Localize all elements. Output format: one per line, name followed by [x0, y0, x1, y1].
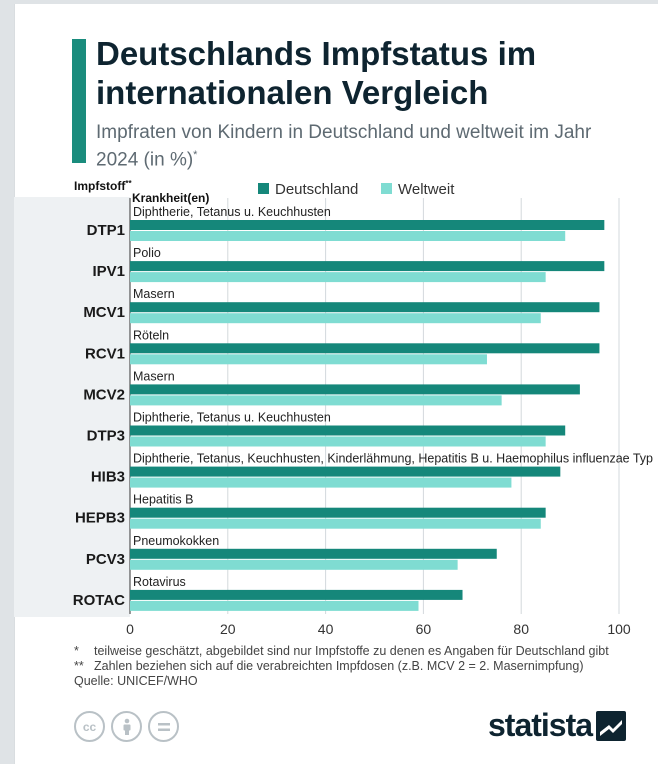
disease-label-9: Rotavirus [133, 575, 186, 589]
bar-deutschland-dtp1 [130, 220, 605, 230]
nd-equals-icon[interactable] [148, 711, 179, 742]
krankheit-header: Krankheit(en) [132, 191, 209, 205]
disease-label-3: Röteln [133, 328, 169, 342]
bar-deutschland-dtp3 [130, 425, 566, 436]
license-icons: cc [74, 711, 179, 742]
category-label-5: DTP3 [87, 428, 125, 445]
x-axis-ticks: 0 20 40 60 80 100 [126, 621, 631, 637]
bar-weltweit-dtp3 [130, 436, 546, 447]
bar-deutschland-mcv2 [130, 384, 580, 395]
category-label-4: MCV2 [83, 386, 125, 403]
impfstoff-header-text: Impfstoff [74, 179, 126, 193]
bar-weltweit-rcv1 [130, 354, 487, 365]
bar-weltweit-rotac [130, 600, 419, 611]
legend-swatch-1 [381, 183, 392, 194]
statista-logo[interactable]: statista [488, 707, 627, 744]
chart-rows: Diphtherie, Tetanus u. Keuchhusten DTP1 Po… [73, 205, 653, 611]
source-note: Quelle: UNICEF/WHO [74, 674, 198, 688]
disease-label-2: Masern [133, 287, 175, 301]
statista-mark-icon [596, 710, 627, 741]
category-label-8: PCV3 [86, 551, 125, 568]
impfstoff-header-mark: ** [125, 179, 132, 188]
bar-weltweit-ipv1 [130, 272, 546, 283]
category-label-3: RCV1 [85, 345, 125, 362]
x-tick-label-1: 20 [220, 621, 236, 637]
bar-weltweit-mcv2 [130, 395, 502, 406]
bar-deutschland-hepb3 [130, 507, 546, 518]
chart-subtitle: Impfraten von Kindern in Deutschland und… [96, 121, 636, 171]
chart-row-ipv1: Polio IPV1 [92, 246, 605, 283]
footnote-2-text: Zahlen beziehen sich auf die verabreicht… [94, 659, 584, 673]
cc-icon[interactable]: cc [74, 711, 105, 742]
chart-row-mcv2: Masern MCV2 [83, 369, 580, 406]
footnote-2-mark: ** [74, 659, 84, 673]
bar-weltweit-pcv3 [130, 559, 458, 570]
x-tick-label-0: 0 [126, 621, 134, 637]
category-label-0: DTP1 [87, 222, 125, 239]
footnote-2: ** Zahlen beziehen sich auf die verabreic… [74, 659, 654, 674]
chart-row-pcv3: Pneumokokken PCV3 [86, 534, 497, 570]
bar-deutschland-ipv1 [130, 261, 605, 272]
disease-label-1: Polio [133, 246, 161, 260]
by-person-icon[interactable] [111, 711, 142, 742]
x-tick-label-5: 100 [607, 621, 631, 637]
subtitle-text: Impfraten von Kindern in Deutschland und… [96, 122, 592, 171]
x-tick-label-3: 60 [416, 621, 432, 637]
disease-label-5: Diphtherie, Tetanus u. Keuchhusten [133, 411, 331, 425]
bar-weltweit-mcv1 [130, 313, 541, 324]
category-label-7: HEPB3 [75, 510, 125, 527]
bar-deutschland-rcv1 [130, 343, 600, 354]
legend-label-1: Weltweit [398, 181, 455, 198]
bar-weltweit-hib3 [130, 477, 512, 488]
chart-row-rotac: Rotavirus ROTAC [73, 575, 463, 611]
bar-weltweit-dtp1 [130, 231, 566, 241]
legend-label-0: Deutschland [275, 181, 358, 198]
brand-name: statista [488, 707, 593, 743]
category-label-2: MCV1 [83, 304, 125, 321]
category-label-1: IPV1 [92, 263, 125, 280]
footnote-1-text: teilweise geschätzt, abgebildet sind nur… [94, 644, 609, 658]
bar-deutschland-hib3 [130, 466, 561, 477]
category-label-9: ROTAC [73, 592, 125, 609]
impfstoff-header: Impfstoff** [74, 179, 132, 193]
chart-title: Deutschlands Impfstatus im international… [96, 35, 537, 111]
bar-deutschland-rotac [130, 589, 463, 600]
chart-row-dtp1: Diphtherie, Tetanus u. Keuchhusten DTP1 [87, 205, 605, 241]
disease-label-4: Masern [133, 369, 175, 383]
legend-swatch-0 [258, 183, 269, 194]
disease-label-7: Hepatitis B [133, 493, 193, 507]
chart-row-hepb3: Hepatitis B HEPB3 [75, 493, 546, 529]
x-tick-label-4: 80 [513, 621, 529, 637]
category-label-6: HIB3 [91, 469, 125, 486]
chart-header: Impfstoff** Krankheit(en) [74, 179, 209, 205]
chart-row-rcv1: Röteln RCV1 [85, 328, 600, 365]
x-tick-label-2: 40 [318, 621, 334, 637]
bar-deutschland-pcv3 [130, 548, 497, 559]
chart-row-mcv1: Masern MCV1 [83, 287, 600, 324]
disease-label-6: Diphtherie, Tetanus, Keuchhusten, Kinder… [133, 452, 653, 466]
disease-label-0: Diphtherie, Tetanus u. Keuchhusten [133, 205, 331, 219]
legend: Deutschland Weltweit [258, 181, 455, 198]
chart-row-hib3: Diphtherie, Tetanus, Keuchhusten, Kinder… [91, 452, 653, 488]
chart-row-dtp3: Diphtherie, Tetanus u. Keuchhusten DTP3 [87, 411, 566, 447]
title-accent-bar [72, 39, 86, 163]
footnote-1: * teilweise geschätzt, abgebildet sind nu… [74, 644, 654, 659]
subtitle-footnote-mark: * [193, 149, 198, 161]
disease-label-8: Pneumokokken [133, 534, 219, 548]
footnotes: * teilweise geschätzt, abgebildet sind nu… [74, 644, 654, 689]
footnote-1-mark: * [74, 644, 79, 658]
bar-weltweit-hepb3 [130, 518, 541, 529]
bar-deutschland-mcv1 [130, 302, 600, 313]
category-label-band [14, 197, 130, 617]
